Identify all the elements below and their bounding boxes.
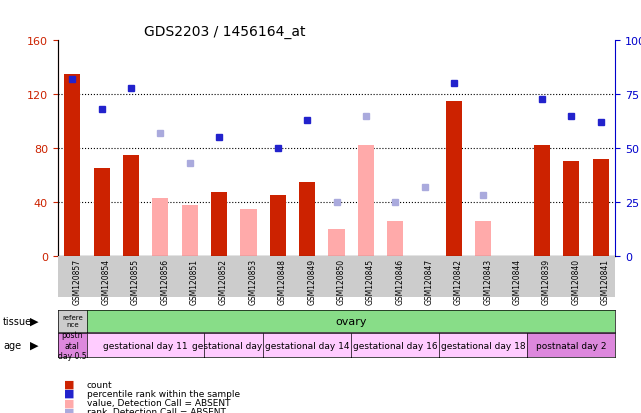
- Bar: [593, 159, 609, 256]
- Text: GSM120856: GSM120856: [160, 258, 169, 304]
- Text: GSM120839: GSM120839: [542, 258, 551, 304]
- Text: ■: ■: [64, 379, 74, 389]
- Text: GSM120844: GSM120844: [513, 258, 522, 304]
- Text: GSM120850: GSM120850: [337, 258, 345, 304]
- Text: rank, Detection Call = ABSENT: rank, Detection Call = ABSENT: [87, 407, 226, 413]
- Text: ▶: ▶: [30, 340, 38, 350]
- Text: refere
nce: refere nce: [62, 315, 83, 328]
- Text: gestational day 14: gestational day 14: [265, 341, 349, 350]
- Text: ■: ■: [64, 397, 74, 407]
- Text: age: age: [3, 340, 21, 350]
- Text: GDS2203 / 1456164_at: GDS2203 / 1456164_at: [144, 25, 305, 39]
- Text: gestational day 16: gestational day 16: [353, 341, 438, 350]
- Text: GSM120841: GSM120841: [601, 258, 610, 304]
- Text: percentile rank within the sample: percentile rank within the sample: [87, 389, 240, 398]
- Text: GSM120845: GSM120845: [366, 258, 375, 304]
- Text: gestational day 18: gestational day 18: [441, 341, 526, 350]
- Text: ■: ■: [64, 388, 74, 398]
- Text: GSM120846: GSM120846: [395, 258, 404, 304]
- Bar: [94, 169, 110, 256]
- Bar: [446, 102, 462, 256]
- Bar: [211, 193, 227, 256]
- Text: GSM120847: GSM120847: [424, 258, 433, 304]
- Text: GSM120854: GSM120854: [102, 258, 111, 304]
- Text: GSM120842: GSM120842: [454, 258, 463, 304]
- Text: GSM120857: GSM120857: [72, 258, 81, 304]
- Text: tissue: tissue: [3, 316, 32, 326]
- Text: count: count: [87, 380, 112, 389]
- Bar: [475, 221, 492, 256]
- Text: postnatal day 2: postnatal day 2: [536, 341, 606, 350]
- Bar: [123, 155, 139, 256]
- Text: GSM120848: GSM120848: [278, 258, 287, 304]
- Bar: [270, 196, 286, 256]
- Text: ovary: ovary: [335, 316, 367, 326]
- Text: postn
atal
day 0.5: postn atal day 0.5: [58, 330, 87, 360]
- Bar: [153, 198, 169, 256]
- Text: GSM120852: GSM120852: [219, 258, 228, 304]
- Text: ■: ■: [64, 406, 74, 413]
- Bar: [563, 162, 579, 256]
- Text: GSM120840: GSM120840: [571, 258, 580, 304]
- Bar: [64, 75, 80, 256]
- Bar: [240, 209, 256, 256]
- Bar: [358, 146, 374, 256]
- Bar: [387, 221, 403, 256]
- Text: GSM120843: GSM120843: [483, 258, 492, 304]
- Bar: [299, 182, 315, 256]
- Text: ▶: ▶: [30, 316, 38, 326]
- Bar: [534, 146, 550, 256]
- Text: gestational day 11: gestational day 11: [103, 341, 188, 350]
- Text: GSM120851: GSM120851: [190, 258, 199, 304]
- Text: GSM120853: GSM120853: [249, 258, 258, 304]
- Bar: [181, 205, 198, 256]
- Text: value, Detection Call = ABSENT: value, Detection Call = ABSENT: [87, 398, 230, 407]
- Text: GSM120849: GSM120849: [307, 258, 316, 304]
- Text: gestational day 12: gestational day 12: [192, 341, 276, 350]
- Text: GSM120855: GSM120855: [131, 258, 140, 304]
- Bar: [328, 229, 345, 256]
